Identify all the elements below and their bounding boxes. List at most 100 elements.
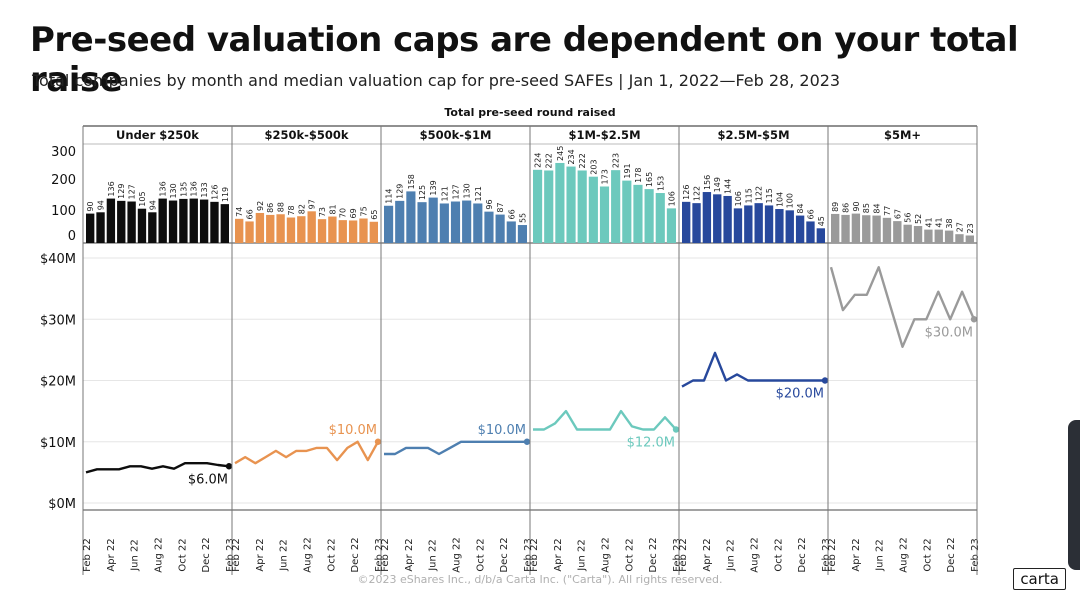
bar-under-250k-6 [148, 212, 157, 243]
month-tick-label: Oct 22 [326, 538, 337, 571]
bar-label-2-5m-5m-6: 115 [744, 188, 753, 203]
bar-5m-8 [913, 226, 923, 243]
panel-header-500k-1m: $500k-$1M [420, 128, 492, 142]
bar-label-2-5m-5m-4: 144 [724, 179, 733, 194]
month-tick-label: Aug 22 [303, 537, 314, 572]
bar-y-tick-label: 300 [51, 145, 76, 160]
cap-line-500k-1m [384, 440, 527, 456]
bar-500k-1m-4 [428, 197, 438, 243]
bar-label-under-250k-1: 94 [97, 200, 106, 210]
line-y-tick-label: $10M [40, 436, 76, 451]
bar-label-500k-1m-9: 96 [485, 199, 494, 209]
bar-label-2-5m-5m-8: 115 [765, 188, 774, 203]
bar-5m-7 [903, 224, 912, 243]
month-tick-label: Oct 22 [177, 538, 188, 571]
cap-endpoint-5m [970, 316, 978, 323]
cap-end-label-under-250k: $6.0M [188, 472, 228, 487]
cap-endpoint-under-250k [225, 463, 233, 470]
bar-label-5m-12: 27 [955, 222, 964, 232]
bar-2-5m-5m-4 [723, 195, 732, 243]
month-tick-label: Feb 22 [678, 538, 689, 572]
bar-y-tick-label: 0 [68, 229, 76, 244]
bar-label-2-5m-5m-5: 106 [734, 191, 743, 206]
bar-label-250k-500k-3: 86 [266, 203, 275, 213]
bar-label-500k-1m-1: 129 [396, 184, 405, 199]
bar-label-under-250k-5: 105 [138, 191, 147, 206]
bar-label-2-5m-5m-11: 84 [796, 203, 805, 213]
bar-500k-1m-11 [506, 221, 516, 243]
round-raised-title: Total pre-seed round raised [444, 106, 615, 119]
bar-1m-2-5m-5 [588, 176, 598, 243]
bar-2-5m-5m-0 [682, 201, 691, 243]
bar-2-5m-5m-13 [816, 228, 825, 243]
bar-250k-500k-9 [328, 216, 337, 243]
cap-line-2-5m-5m [681, 351, 825, 388]
cap-end-label-250k-500k: $10.0M [329, 423, 377, 438]
cap-end-label-500k-1m: $10.0M [478, 423, 526, 438]
bar-label-1m-2-5m-1: 222 [545, 153, 554, 168]
bar-under-250k-5 [137, 208, 147, 243]
bar-1m-2-5m-3 [566, 166, 576, 243]
bar-label-5m-11: 38 [945, 218, 954, 228]
bar-label-2-5m-5m-10: 100 [786, 193, 795, 208]
bar-250k-500k-1 [245, 221, 254, 243]
bar-2-5m-5m-2 [702, 192, 712, 243]
bar-label-5m-8: 52 [914, 214, 923, 224]
bar-label-5m-6: 67 [893, 209, 902, 219]
month-tick-label: Jun 22 [875, 539, 886, 572]
bar-250k-500k-0 [235, 218, 244, 243]
bar-label-under-250k-2: 136 [107, 181, 116, 196]
bar-label-1m-2-5m-8: 191 [623, 163, 632, 178]
bar-250k-500k-2 [255, 212, 265, 243]
bar-2-5m-5m-8 [764, 205, 774, 243]
bar-label-500k-1m-0: 114 [385, 188, 394, 203]
bar-label-250k-500k-9: 81 [328, 204, 337, 214]
month-tick-label: Jun 22 [279, 539, 290, 572]
bar-250k-500k-12 [359, 218, 368, 243]
cap-end-label-2-5m-5m: $20.0M [776, 387, 824, 402]
month-tick-label: Dec 22 [201, 537, 212, 572]
bar-label-5m-3: 85 [862, 203, 871, 213]
month-tick-label: Aug 22 [601, 537, 612, 572]
bar-2-5m-5m-9 [775, 209, 784, 243]
side-panel-tab[interactable] [1068, 420, 1080, 570]
bar-label-5m-4: 84 [873, 203, 882, 213]
bar-under-250k-11 [199, 199, 209, 243]
bar-label-250k-500k-2: 92 [256, 201, 265, 211]
bar-under-250k-2 [106, 198, 116, 243]
cap-line-250k-500k [234, 440, 380, 465]
bar-5m-6 [893, 221, 902, 243]
bar-label-5m-13: 23 [966, 223, 975, 233]
bar-label-1m-2-5m-7: 223 [612, 153, 621, 168]
bar-1m-2-5m-1 [544, 170, 554, 243]
bar-label-250k-500k-10: 70 [339, 208, 348, 218]
bar-label-2-5m-5m-7: 122 [755, 186, 764, 201]
month-tick-label: Apr 22 [851, 538, 862, 571]
bar-under-250k-0 [86, 213, 95, 243]
month-tick-label: Apr 22 [404, 538, 415, 571]
month-tick-label: Apr 22 [702, 538, 713, 571]
bar-5m-5 [882, 217, 892, 243]
bar-under-250k-8 [168, 200, 178, 243]
bar-label-under-250k-11: 133 [200, 182, 209, 197]
month-tick-label: Oct 22 [624, 538, 635, 571]
bar-label-1m-2-5m-4: 222 [578, 153, 587, 168]
copyright-notice: ©2023 eShares Inc., d/b/a Carta Inc. ("C… [357, 573, 723, 586]
bar-500k-1m-3 [417, 202, 427, 243]
bar-5m-2 [851, 213, 861, 243]
bar-2-5m-5m-3 [713, 194, 722, 243]
bar-label-1m-2-5m-5: 203 [589, 159, 598, 174]
bar-5m-12 [955, 234, 964, 243]
month-tick-label: Jun 22 [428, 539, 439, 572]
bar-5m-1 [841, 214, 850, 243]
bar-250k-500k-5 [286, 217, 296, 243]
bar-label-500k-1m-4: 139 [429, 180, 438, 195]
bar-2-5m-5m-11 [795, 215, 805, 243]
cap-line-1m-2-5m [533, 409, 677, 431]
bar-label-500k-1m-12: 55 [518, 213, 527, 223]
bar-under-250k-12 [210, 201, 219, 243]
month-tick-label: Feb 23 [374, 538, 385, 572]
bar-5m-9 [924, 229, 933, 243]
bar-250k-500k-11 [348, 220, 358, 243]
bar-under-250k-10 [189, 198, 198, 243]
